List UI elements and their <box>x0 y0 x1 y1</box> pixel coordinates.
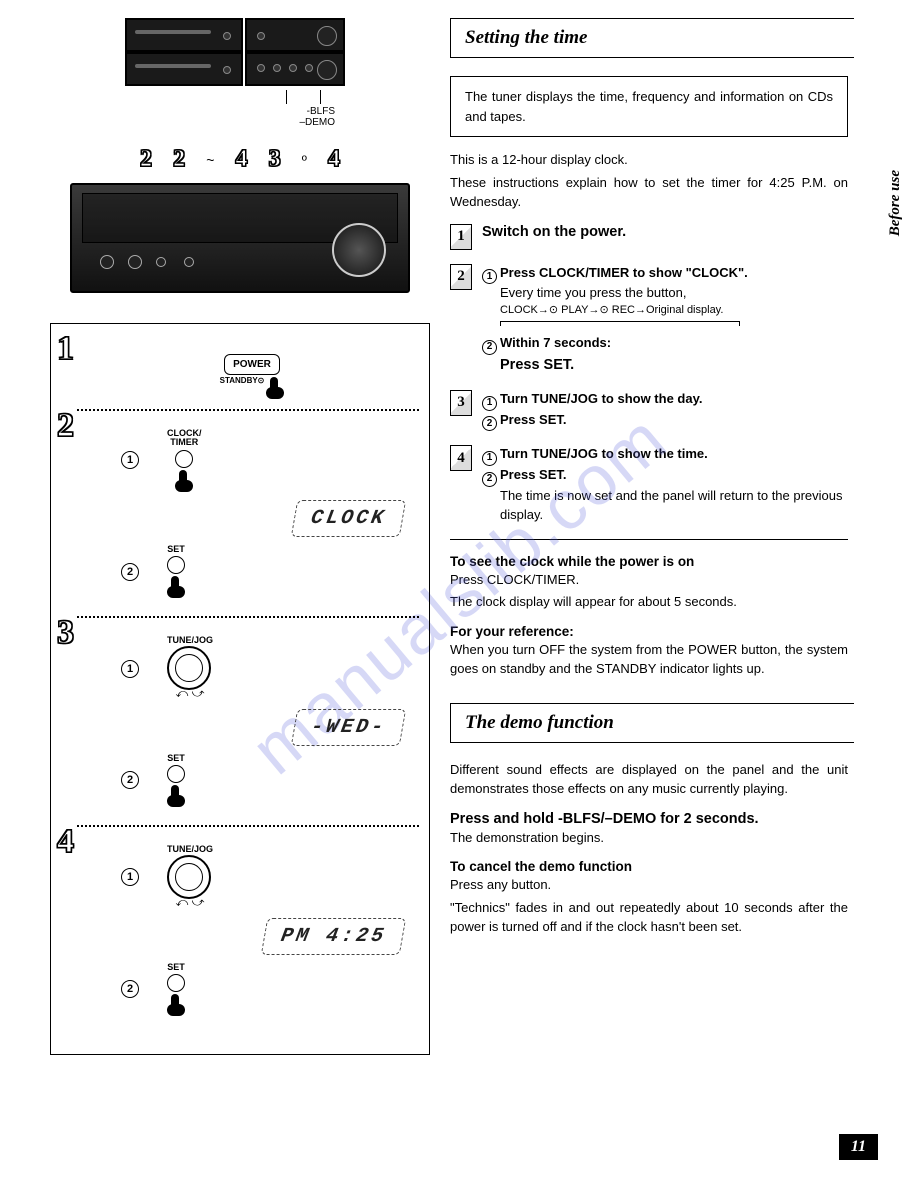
substep-2-marker: 2 <box>121 771 139 789</box>
instruction-step-1: 1 Switch on the power. <box>450 224 848 250</box>
see-clock-l2: The clock display will appear for about … <box>450 593 848 612</box>
step-tag-1: 1 <box>55 330 76 368</box>
step3-l2: Press SET. <box>500 412 567 427</box>
setting-time-header: Setting the time <box>450 18 848 58</box>
main-unit-diagram <box>70 183 410 293</box>
set-label: SET <box>167 754 185 763</box>
degree-sep: º <box>302 152 307 168</box>
demo-function-header: The demo function <box>450 703 848 743</box>
example-note: These instructions explain how to set th… <box>450 174 848 212</box>
divider-rule <box>450 539 848 540</box>
instruction-step-2: 2 1Press CLOCK/TIMER to show "CLOCK". Ev… <box>450 264 848 376</box>
tuner-info-box: The tuner displays the time, frequency a… <box>450 76 848 137</box>
power-button-icon: POWER <box>224 354 280 375</box>
substep-1-marker: 1 <box>121 451 139 469</box>
left-diagram-column: -BLFS –DEMO 2 2 ~ 4 3 º 4 <box>50 18 430 1055</box>
side-tab: Before use <box>887 170 904 236</box>
demo-press: Press and hold -BLFS/–DEMO for 2 seconds… <box>450 811 848 827</box>
step4-l1: Turn TUNE/JOG to show the time. <box>500 446 708 461</box>
step2-l4: Within 7 seconds: <box>500 335 611 350</box>
step2-l5: Press SET. <box>500 355 848 376</box>
diagram-step-3: 3 1 TUNE/JOG ⤺ ⤻ -WED- 2 SET <box>61 616 419 825</box>
demo-intro: Different sound effects are displayed on… <box>450 761 848 799</box>
tilde-sep: ~ <box>206 152 214 168</box>
demo-press-sub: The demonstration begins. <box>450 829 848 848</box>
clock-timer-label: CLOCK/ TIMER <box>167 429 202 448</box>
ref-num-3: 3 <box>269 146 281 173</box>
instruction-step-4: 4 1Turn TUNE/JOG to show the time. 2Pres… <box>450 445 848 524</box>
step1-title: Switch on the power. <box>482 224 848 240</box>
diagram-step-4: 4 1 TUNE/JOG ⤺ ⤻ PM 4:25 2 SET <box>61 825 419 1034</box>
tune-jog-dial-icon <box>167 646 211 690</box>
step-tag-3: 3 <box>55 614 76 652</box>
tune-jog-label: TUNE/JOG <box>167 845 213 854</box>
step-marker-1: 1 <box>450 224 472 250</box>
finger-press-icon <box>167 785 185 807</box>
diagram-step-1: 1 POWER STANDBY⊙ <box>61 334 419 409</box>
finger-press-icon <box>175 470 193 492</box>
reference-heading: For your reference: <box>450 624 848 639</box>
ref-num-4a: 4 <box>236 146 248 173</box>
substep-1-marker: 1 <box>121 660 139 678</box>
clock-note: This is a 12-hour display clock. <box>450 151 848 170</box>
demo-label: –DEMO <box>299 117 335 128</box>
step-marker-4: 4 <box>450 445 472 471</box>
cancel-demo-l2: "Technics" fades in and out repeatedly a… <box>450 899 848 937</box>
finger-press-icon <box>167 576 185 598</box>
step-tag-4: 4 <box>55 823 76 861</box>
ref-num-2a: 2 <box>140 146 152 173</box>
substep-1-marker: 1 <box>121 868 139 886</box>
stereo-stack-diagram: -BLFS –DEMO <box>125 18 355 128</box>
lcd-wed: -WED- <box>291 709 407 746</box>
finger-press-icon <box>266 377 284 399</box>
see-clock-heading: To see the clock while the power is on <box>450 554 848 569</box>
lcd-clock: CLOCK <box>291 500 407 537</box>
set-label: SET <box>167 963 185 972</box>
ref-num-2b: 2 <box>173 146 185 173</box>
lcd-time: PM 4:25 <box>261 918 407 955</box>
tune-jog-label: TUNE/JOG <box>167 636 213 645</box>
step4-l2: Press SET. <box>500 467 567 482</box>
set-label: SET <box>167 545 185 554</box>
step4-l3: The time is now set and the panel will r… <box>500 487 848 525</box>
step2-l3: CLOCK→⊙ PLAY→⊙ REC→Original display. <box>500 303 848 319</box>
cancel-demo-heading: To cancel the demo function <box>450 859 848 874</box>
finger-press-icon <box>167 994 185 1016</box>
page-number: 11 <box>839 1134 878 1160</box>
substep-2-marker: 2 <box>121 980 139 998</box>
reference-body: When you turn OFF the system from the PO… <box>450 641 848 679</box>
standby-label: STANDBY⊙ <box>220 377 265 385</box>
right-text-column: Setting the time The tuner displays the … <box>450 18 888 1055</box>
step3-l1: Turn TUNE/JOG to show the day. <box>500 391 702 406</box>
step-tag-2: 2 <box>55 407 76 445</box>
diagram-step-2: 2 1 CLOCK/ TIMER CLOCK 2 SET <box>61 409 419 616</box>
step2-l2: Every time you press the button, <box>500 284 848 303</box>
ref-num-4b: 4 <box>328 146 340 173</box>
instruction-step-3: 3 1Turn TUNE/JOG to show the day. 2Press… <box>450 390 848 432</box>
substep-2-marker: 2 <box>121 563 139 581</box>
steps-diagram-panel: 1 POWER STANDBY⊙ 2 1 CLOCK/ TIMER <box>50 323 430 1055</box>
see-clock-l1: Press CLOCK/TIMER. <box>450 571 848 590</box>
step2-l1: Press CLOCK/TIMER to show "CLOCK". <box>500 265 748 280</box>
tune-jog-dial-icon <box>167 855 211 899</box>
step-reference-strip: 2 2 ~ 4 3 º 4 <box>140 146 340 173</box>
step-marker-3: 3 <box>450 390 472 416</box>
step-marker-2: 2 <box>450 264 472 290</box>
blfs-label: -BLFS <box>307 106 335 117</box>
cancel-demo-l1: Press any button. <box>450 876 848 895</box>
